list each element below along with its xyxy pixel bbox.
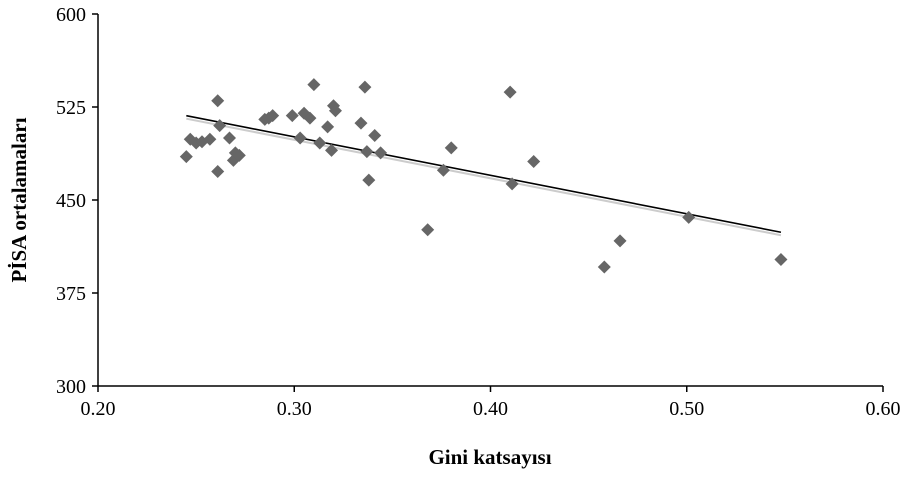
x-tick-label: 0.60 (866, 398, 901, 420)
x-tick-label: 0.40 (473, 398, 508, 420)
data-points (179, 78, 788, 274)
data-point (597, 260, 611, 274)
x-tick-label: 0.30 (277, 398, 312, 420)
data-point (362, 173, 376, 187)
y-axis-title: PİSA ortalamaları (7, 117, 31, 282)
data-point (222, 131, 236, 145)
data-point (213, 119, 227, 133)
y-tick-label: 300 (56, 376, 86, 398)
y-tick-label: 525 (56, 97, 86, 119)
data-point (444, 141, 458, 155)
y-ticks: 300 375 450 525 600 (56, 4, 98, 398)
data-point (354, 116, 368, 130)
data-point (211, 164, 225, 178)
x-tick-label: 0.20 (81, 398, 116, 420)
data-point (266, 109, 280, 123)
y-tick-label: 600 (56, 4, 86, 26)
data-point (421, 223, 435, 237)
data-point (293, 131, 307, 145)
data-point (211, 94, 225, 108)
y-tick-label: 450 (56, 190, 86, 212)
x-ticks: 0.20 0.30 0.40 0.50 0.60 (81, 386, 901, 420)
data-point (321, 120, 335, 134)
trendline-shadow (186, 117, 782, 237)
data-point (682, 210, 696, 224)
data-point (232, 148, 246, 162)
data-point (503, 85, 517, 99)
data-point (179, 150, 193, 164)
data-point (303, 111, 317, 125)
data-point (285, 109, 299, 123)
y-tick-label: 375 (56, 283, 86, 305)
x-axis-title: Gini katsayısı (428, 445, 551, 469)
data-point (325, 143, 339, 157)
data-point (613, 234, 627, 248)
x-tick-label: 0.50 (669, 398, 704, 420)
data-point (527, 155, 541, 169)
data-point (358, 80, 372, 94)
data-point (505, 177, 519, 191)
trendline-group (186, 114, 782, 237)
trendline (186, 114, 782, 234)
data-point (203, 132, 217, 146)
data-point (313, 136, 327, 150)
data-point (774, 253, 788, 267)
data-point (374, 146, 388, 160)
data-point (360, 145, 374, 159)
data-point (436, 163, 450, 177)
data-point (368, 129, 382, 143)
data-point (307, 78, 321, 92)
data-point (328, 104, 342, 118)
